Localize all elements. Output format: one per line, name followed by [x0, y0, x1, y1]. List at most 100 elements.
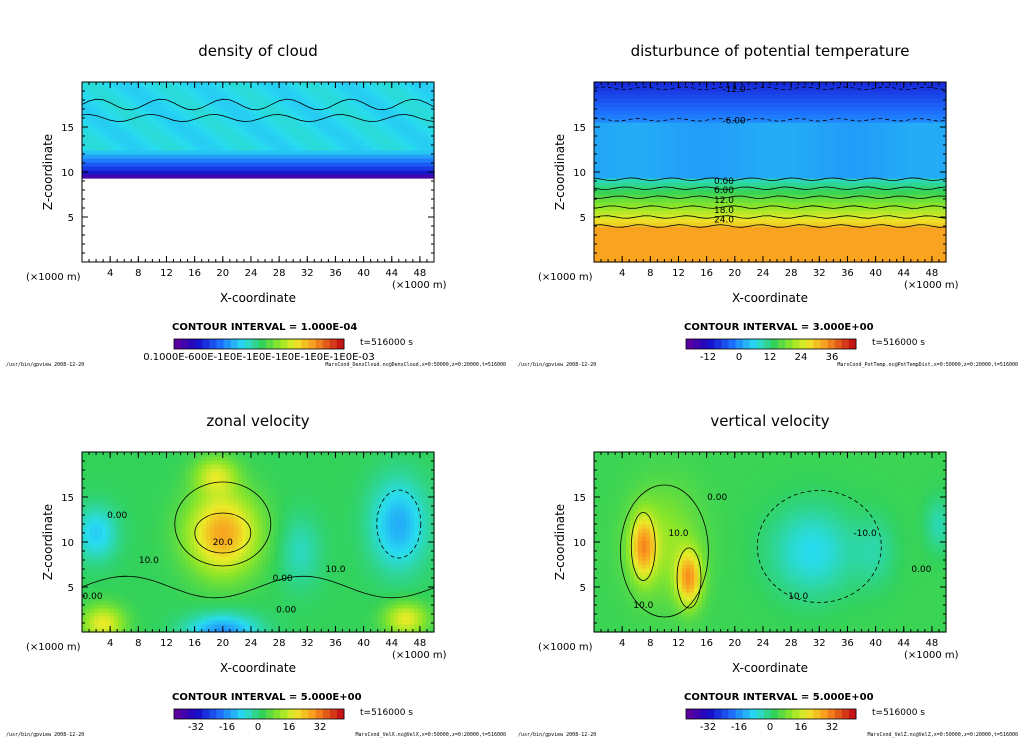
heatmap-cell — [646, 154, 651, 159]
heatmap-cell — [818, 110, 823, 115]
heatmap-cell — [606, 202, 611, 207]
heatmap-cell — [298, 130, 303, 135]
heatmap-cell — [218, 162, 223, 167]
colorbar-swatch — [308, 339, 317, 349]
heatmap-cell — [714, 106, 719, 111]
heatmap-cell — [142, 94, 147, 99]
heatmap-cell — [234, 130, 239, 135]
heatmap-cell — [622, 226, 627, 231]
chart-title: density of cloud — [198, 42, 318, 60]
heatmap-cell — [718, 118, 723, 123]
heatmap-cell — [754, 178, 759, 183]
heatmap-cell — [158, 102, 163, 107]
heatmap-cell — [610, 86, 615, 91]
heatmap-cell — [602, 134, 607, 139]
heatmap-cell — [254, 114, 259, 119]
heatmap-cell — [250, 154, 255, 159]
heatmap-cell — [354, 150, 359, 155]
heatmap-cell — [430, 114, 435, 119]
heatmap-cell — [274, 170, 279, 175]
heatmap-cell — [186, 142, 191, 147]
heatmap-cell — [830, 250, 835, 255]
heatmap-cell — [206, 166, 211, 171]
heatmap-cell — [642, 242, 647, 247]
heatmap-cell — [154, 166, 159, 171]
heatmap-cell — [190, 134, 195, 139]
heatmap-cell — [654, 214, 659, 219]
heatmap-cell — [626, 98, 631, 103]
heatmap-cell — [210, 146, 215, 151]
heatmap-cell — [794, 130, 799, 135]
heatmap-cell — [674, 238, 679, 243]
heatmap-cell — [350, 166, 355, 171]
heatmap-cell — [766, 154, 771, 159]
heatmap-cell — [138, 90, 143, 95]
heatmap-cell — [698, 110, 703, 115]
heatmap-cell — [326, 126, 331, 131]
heatmap-cell — [370, 142, 375, 147]
heatmap-cell — [770, 258, 775, 263]
heatmap-cell — [782, 178, 787, 183]
heatmap-cell — [618, 210, 623, 215]
heatmap-cell — [602, 102, 607, 107]
heatmap-cell — [758, 118, 763, 123]
heatmap-cell — [746, 82, 751, 87]
heatmap-cell — [694, 154, 699, 159]
heatmap-cell — [734, 94, 739, 99]
heatmap-cell — [810, 126, 815, 131]
heatmap-cell — [354, 114, 359, 119]
heatmap-cell — [802, 162, 807, 167]
heatmap-cell — [778, 98, 783, 103]
heatmap-cell — [418, 122, 423, 127]
heatmap-cell — [334, 170, 339, 175]
heatmap-cell — [806, 166, 811, 171]
heatmap-cell — [682, 182, 687, 187]
heatmap-cell — [622, 122, 627, 127]
heatmap-cell — [770, 146, 775, 151]
heatmap-cell — [282, 162, 287, 167]
heatmap-cell — [246, 86, 251, 91]
heatmap-cell — [822, 174, 827, 179]
heatmap-cell — [786, 98, 791, 103]
heatmap-cell — [330, 110, 335, 115]
heatmap-cell — [646, 202, 651, 207]
heatmap-cell — [274, 166, 279, 171]
heatmap-cell — [662, 138, 667, 143]
heatmap-cell — [650, 258, 655, 263]
colorbar-swatch — [174, 339, 182, 349]
heatmap-cell — [642, 214, 647, 219]
heatmap-cell — [658, 130, 663, 135]
heatmap-cell — [638, 218, 643, 223]
heatmap-cell — [86, 162, 91, 167]
heatmap-cell — [742, 106, 747, 111]
heatmap-cell — [402, 126, 407, 131]
heatmap-cell — [690, 242, 695, 247]
heatmap-cell — [702, 242, 707, 247]
heatmap-cell — [246, 126, 251, 131]
heatmap-cell — [250, 142, 255, 147]
heatmap-cell — [818, 162, 823, 167]
heatmap-cell — [758, 86, 763, 91]
heatmap-cell — [106, 126, 111, 131]
heatmap-cell — [686, 158, 691, 163]
heatmap-cell — [730, 126, 735, 131]
heatmap-cell — [766, 210, 771, 215]
heatmap-cell — [310, 102, 315, 107]
heatmap-cell — [258, 106, 263, 111]
heatmap-cell — [86, 98, 91, 103]
heatmap-cell — [606, 94, 611, 99]
heatmap-cell — [362, 174, 367, 179]
heatmap-cell — [126, 130, 131, 135]
heatmap-cell — [354, 154, 359, 159]
heatmap-cell — [806, 206, 811, 211]
heatmap-cell — [814, 242, 819, 247]
heatmap-cell — [690, 126, 695, 131]
heatmap-cell — [730, 118, 735, 123]
heatmap-cell — [742, 246, 747, 251]
x-unit-label-right: (×1000 m) — [392, 280, 447, 291]
heatmap-cell — [794, 202, 799, 207]
heatmap-cell — [742, 158, 747, 163]
heatmap-cell — [378, 134, 383, 139]
heatmap-cell — [374, 102, 379, 107]
heatmap-cell — [222, 166, 227, 171]
